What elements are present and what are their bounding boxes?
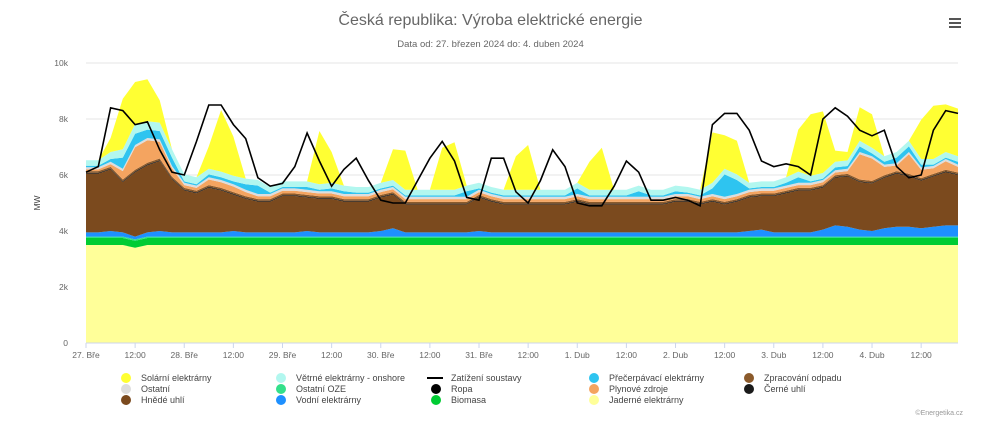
legend-label: Vodní elektrárny	[296, 395, 362, 405]
legend-dot-symbol	[585, 395, 603, 405]
y-tick-label: 4k	[59, 226, 69, 236]
legend-item[interactable]: Větrné elektrárny - onshore	[272, 373, 405, 383]
legend-label: Zatížení soustavy	[451, 373, 522, 383]
credits[interactable]: ©Energetika.cz	[915, 410, 963, 417]
area-ostatni-oze	[86, 236, 958, 241]
hamburger-icon[interactable]	[944, 16, 966, 34]
x-tick-label: 12:00	[911, 350, 933, 360]
area-hnede-uhli	[86, 161, 958, 237]
legend-line-symbol	[427, 373, 445, 383]
x-tick-label: 1. Dub	[565, 350, 590, 360]
x-tick-label: 12:00	[419, 350, 441, 360]
legend-dot-symbol	[427, 395, 445, 405]
chart-title: Česká republika: Výroba elektrické energ…	[338, 12, 643, 29]
legend-item[interactable]: Hnědé uhlí	[117, 395, 185, 405]
legend-dot-symbol	[117, 373, 135, 383]
x-tick-label: 12:00	[124, 350, 146, 360]
x-tick-label: 28. Bře	[171, 350, 199, 360]
x-tick-label: 12:00	[321, 350, 343, 360]
legend-dot-symbol	[585, 373, 603, 383]
x-tick-label: 31. Bře	[465, 350, 493, 360]
x-tick-label: 2. Dub	[663, 350, 688, 360]
legend-dot-symbol	[272, 373, 290, 383]
legend-dot-symbol	[427, 384, 445, 394]
legend-dot-symbol	[585, 384, 603, 394]
y-axis-label: MW	[32, 195, 42, 210]
legend-label: Solární elektrárny	[141, 373, 212, 383]
legend-label: Hnědé uhlí	[141, 395, 185, 405]
x-tick-label: 12:00	[223, 350, 245, 360]
x-tick-label: 27. Bře	[72, 350, 100, 360]
legend-label: Černé uhlí	[764, 384, 806, 394]
legend-dot-symbol	[272, 395, 290, 405]
legend-label: Větrné elektrárny - onshore	[296, 373, 406, 383]
legend-label: Zpracování odpadu	[764, 373, 842, 383]
legend-item[interactable]: Zpracování odpadu	[740, 373, 842, 383]
x-tick-label: 3. Dub	[761, 350, 786, 360]
x-tick-label: 12:00	[616, 350, 638, 360]
chart-subtitle: Data od: 27. březen 2024 do: 4. duben 20…	[397, 39, 584, 50]
x-tick-label: 12:00	[714, 350, 736, 360]
load-line	[85, 104, 959, 207]
x-tick-label: 4. Dub	[860, 350, 885, 360]
legend-item[interactable]: Biomasa	[427, 395, 486, 405]
y-tick-label: 6k	[59, 170, 69, 180]
area-jaderne-elektrarny	[86, 245, 958, 343]
legend-item[interactable]: Vodní elektrárny	[272, 395, 361, 405]
legend-dot-symbol	[272, 384, 290, 394]
legend-label: Ostatní	[141, 384, 171, 394]
legend-item[interactable]: Jaderné elektrárny	[585, 395, 684, 405]
legend-label: Ropa	[451, 384, 473, 394]
legend-label: Ostatní OZE	[296, 384, 347, 394]
area-solarni-elektrarny	[86, 79, 958, 190]
legend-item[interactable]: Zatížení soustavy	[427, 373, 522, 383]
legend-item[interactable]: Černé uhlí	[740, 384, 806, 394]
x-tick-label: 29. Bře	[269, 350, 297, 360]
legend-label: Přečerpávací elektrárny	[609, 373, 705, 383]
y-tick-label: 10k	[54, 58, 68, 68]
legend-dot-symbol	[740, 384, 758, 394]
x-tick-label: 12:00	[518, 350, 540, 360]
legend-item[interactable]: Ostatní	[117, 384, 170, 394]
legend-item[interactable]: Ropa	[427, 384, 473, 394]
legend-dot-symbol	[117, 395, 135, 405]
legend-label: Plynové zdroje	[609, 384, 669, 394]
area-vetrne-elektrarny-onshore	[86, 121, 958, 196]
legend-dot-symbol	[117, 384, 135, 394]
legend-label: Jaderné elektrárny	[609, 395, 684, 405]
x-tick-label: 12:00	[812, 350, 834, 360]
legend-item[interactable]: Plynové zdroje	[585, 384, 668, 394]
legend-item[interactable]: Ostatní OZE	[272, 384, 346, 394]
legend-item[interactable]: Přečerpávací elektrárny	[585, 373, 704, 383]
legend-item[interactable]: Solární elektrárny	[117, 373, 212, 383]
y-tick-label: 8k	[59, 114, 69, 124]
legend-label: Biomasa	[451, 395, 487, 405]
area-biomasa	[86, 238, 958, 248]
y-tick-label: 0	[63, 338, 68, 348]
legend-dot-symbol	[740, 373, 758, 383]
y-tick-label: 2k	[59, 282, 69, 292]
x-tick-label: 30. Bře	[367, 350, 395, 360]
